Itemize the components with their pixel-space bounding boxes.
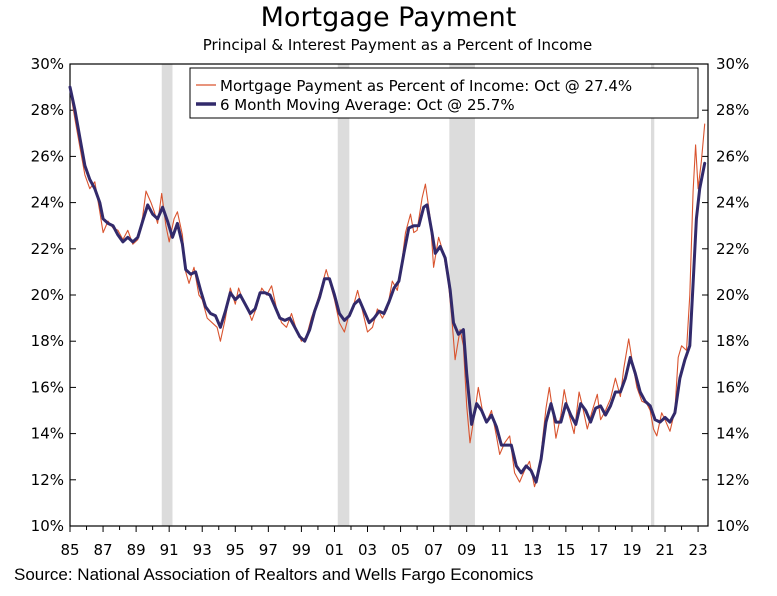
- y-tick-label-left: 26%: [31, 147, 64, 165]
- x-tick-label: 17: [589, 541, 608, 559]
- x-tick-label: 89: [127, 541, 146, 559]
- chart-title: Mortgage Payment: [260, 2, 517, 33]
- y-tick-label-right: 16%: [716, 378, 749, 396]
- x-tick-label: 85: [60, 541, 79, 559]
- x-tick-label: 99: [292, 541, 311, 559]
- x-tick-label: 87: [94, 541, 113, 559]
- x-tick-label: 91: [160, 541, 179, 559]
- legend-label-monthly: Mortgage Payment as Percent of Income: O…: [220, 77, 632, 95]
- x-tick-label: 09: [457, 541, 476, 559]
- y-tick-label-left: 30%: [31, 55, 64, 73]
- recession-bands: [161, 64, 655, 526]
- y-tick-label-left: 14%: [31, 425, 64, 443]
- recession-band-3: [650, 64, 655, 526]
- recession-band-0: [161, 64, 173, 526]
- y-tick-label-left: 24%: [31, 194, 64, 212]
- y-tick-label-right: 26%: [716, 147, 749, 165]
- chart-subtitle: Principal & Interest Payment as a Percen…: [202, 36, 593, 54]
- source-note: Source: National Association of Realtors…: [14, 565, 534, 584]
- y-tick-label-right: 30%: [716, 55, 749, 73]
- recession-band-1: [337, 64, 350, 526]
- recession-band-2: [449, 64, 475, 526]
- y-tick-label-right: 12%: [716, 471, 749, 489]
- legend: Mortgage Payment as Percent of Income: O…: [189, 67, 699, 119]
- x-tick-label: 07: [424, 541, 443, 559]
- x-tick-label: 15: [556, 541, 575, 559]
- y-tick-label-left: 20%: [31, 286, 64, 304]
- legend-box: [189, 67, 699, 119]
- series-lines: [68, 85, 707, 488]
- x-tick-label: 03: [358, 541, 377, 559]
- series-line-moving-average: [68, 85, 707, 484]
- mortgage-payment-chart: 10% 10% 12% 12% 14% 14% 16% 16% 18% 18% 20% 20% 22% 2…: [31, 55, 750, 559]
- y-tick-label-left: 10%: [31, 517, 64, 535]
- x-tick-label: 11: [490, 541, 509, 559]
- x-tick-label: 05: [391, 541, 410, 559]
- y-tick-label-right: 28%: [716, 101, 749, 119]
- x-tick-label: 21: [655, 541, 674, 559]
- legend-label-moving-average: 6 Month Moving Average: Oct @ 25.7%: [220, 96, 515, 114]
- x-tick-label: 95: [226, 541, 245, 559]
- axis-ticks: 10% 10% 12% 12% 14% 14% 16% 16% 18% 18% 20% 20% 22% 2…: [31, 55, 750, 559]
- x-tick-label: 19: [622, 541, 641, 559]
- x-tick-label: 13: [523, 541, 542, 559]
- y-tick-label-right: 24%: [716, 194, 749, 212]
- x-tick-label: 23: [689, 541, 708, 559]
- x-tick-label: 97: [259, 541, 278, 559]
- y-tick-label-right: 10%: [716, 517, 749, 535]
- y-tick-label-right: 14%: [716, 425, 749, 443]
- y-tick-label-left: 28%: [31, 101, 64, 119]
- x-tick-label: 93: [193, 541, 212, 559]
- y-tick-label-left: 16%: [31, 378, 64, 396]
- y-tick-label-left: 12%: [31, 471, 64, 489]
- y-tick-label-left: 22%: [31, 240, 64, 258]
- y-tick-label-right: 20%: [716, 286, 749, 304]
- x-tick-label: 01: [325, 541, 344, 559]
- y-tick-label-right: 18%: [716, 332, 749, 350]
- y-tick-label-left: 18%: [31, 332, 64, 350]
- y-tick-label-right: 22%: [716, 240, 749, 258]
